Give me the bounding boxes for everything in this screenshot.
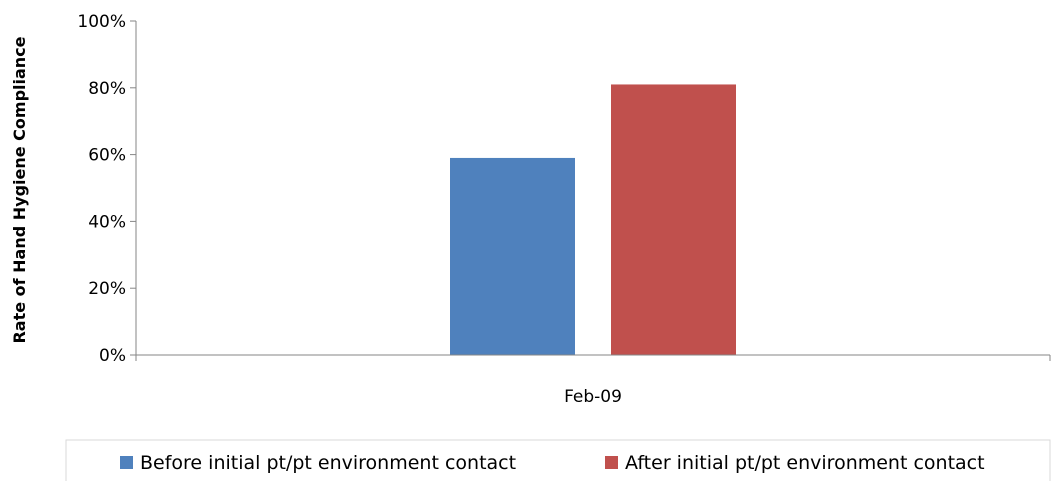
bar-before bbox=[450, 157, 575, 355]
x-axis: Feb-09 bbox=[135, 354, 1051, 407]
y-tick-label: 0% bbox=[99, 346, 126, 366]
legend-box bbox=[65, 439, 1051, 481]
y-tick-label: 40% bbox=[88, 212, 126, 232]
legend-swatch bbox=[605, 456, 618, 469]
y-axis-label: Rate of Hand Hygiene Compliance bbox=[10, 36, 29, 343]
y-axis: 0% 20% 40% 60% 80% 100% bbox=[77, 12, 137, 366]
bars bbox=[450, 84, 736, 356]
legend-label: After initial pt/pt environment contact bbox=[625, 452, 985, 474]
y-tick-label: 80% bbox=[88, 79, 126, 99]
x-tick-label: Feb-09 bbox=[564, 387, 622, 407]
legend: Before initial pt/pt environment contact… bbox=[65, 439, 1051, 481]
legend-label: Before initial pt/pt environment contact bbox=[140, 452, 516, 474]
y-tick-label: 20% bbox=[88, 279, 126, 299]
y-tick-label: 60% bbox=[88, 146, 126, 166]
bar-after bbox=[611, 84, 736, 356]
y-tick-label: 100% bbox=[77, 12, 126, 32]
legend-swatch bbox=[120, 456, 133, 469]
